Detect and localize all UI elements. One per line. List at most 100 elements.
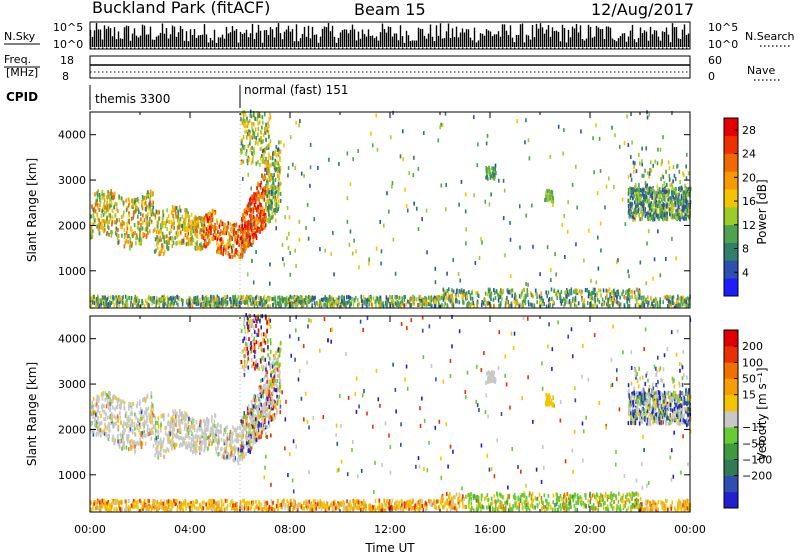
echo-point [128,423,130,428]
echo-point [556,295,559,300]
freq-label: Freq. [4,53,31,66]
echo-point [592,287,595,292]
echo-point [190,237,192,242]
echo-point [173,221,175,226]
echo-point [486,174,489,179]
echo-point [168,237,171,242]
echo-point [274,299,277,304]
echo-point [233,226,235,231]
echo-point [98,303,100,308]
echo-point [132,202,134,207]
echo-point [621,197,624,202]
echo-point [249,242,252,247]
echo-point [269,111,271,116]
echo-point [237,240,240,245]
echo-point [385,299,388,304]
echo-point [245,233,247,238]
echo-point [103,431,106,436]
echo-point [159,229,161,234]
echo-point [163,249,166,254]
echo-point [685,204,687,209]
echo-point [218,246,221,251]
echo-point [241,218,243,223]
echo-point [350,298,353,303]
echo-point [551,190,554,195]
echo-point [583,300,585,305]
echo-point [611,302,614,307]
echo-point [154,440,157,445]
echo-point [605,295,607,300]
echo-point [546,294,548,299]
echo-point [259,156,262,161]
echo-point [226,225,228,230]
echo-point [574,300,576,305]
echo-point [686,190,689,195]
echo-point [502,216,505,221]
echo-point [397,301,400,306]
echo-point [105,207,108,212]
echo-point [671,184,674,189]
echo-point [643,295,645,300]
echo-point [324,248,327,253]
echo-point [92,396,95,401]
echo-point [263,175,266,180]
echo-point [197,223,199,228]
echo-point [604,205,606,210]
echo-point [278,167,280,172]
echo-point [634,204,637,209]
echo-point [366,298,368,303]
echo-point [628,288,631,293]
echo-point [331,304,334,309]
freq-tick-bottom: 8 [62,70,69,83]
echo-point [689,186,692,191]
echo-point [214,434,217,439]
echo-point [107,415,109,420]
echo-point [541,302,543,307]
echo-point [648,187,650,192]
echo-point [686,200,689,205]
echo-point [102,228,105,233]
echo-point [644,207,646,212]
echo-point [643,209,645,214]
echo-point [644,168,646,173]
echo-point [439,125,441,130]
echo-point [644,209,646,214]
echo-point [628,213,631,218]
echo-point [220,447,222,452]
echo-point [266,171,268,176]
echo-point [129,242,132,247]
echo-point [287,245,290,250]
echo-point [258,137,261,142]
echo-point [425,302,428,307]
echo-point [629,295,632,300]
echo-point [674,190,677,195]
echo-point [119,399,122,404]
echo-point [196,301,198,306]
echo-point [196,229,198,234]
echo-point [684,190,686,195]
echo-point [251,146,253,151]
echo-point [216,249,218,254]
echo-point [166,437,169,442]
echo-point [403,295,405,300]
echo-point [247,155,250,160]
echo-point [617,258,619,263]
echo-point [258,120,261,125]
echo-point [240,141,243,146]
echo-point [493,172,496,177]
echo-point [667,160,670,165]
echo-point [273,151,276,156]
echo-point [289,135,292,140]
echo-point [506,295,508,300]
echo-point [155,229,158,234]
echo-point [680,197,683,202]
echo-point [439,296,442,301]
echo-point [272,176,274,181]
echo-point [95,199,98,204]
echo-point [638,213,640,218]
echo-point [90,214,93,219]
echo-point [233,295,235,300]
echo-point [142,232,144,237]
echo-point [688,186,691,191]
echo-point [156,445,158,450]
